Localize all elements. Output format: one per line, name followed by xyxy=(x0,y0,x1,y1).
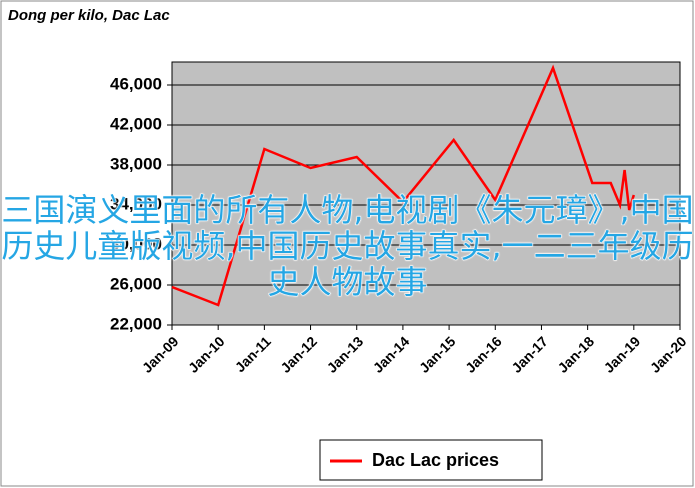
y-tick-label: 22,000 xyxy=(110,314,162,333)
overlay-text: 三国演义里面的所有人物,电视剧《朱元璋》,中国历史儿童版视频,中国历史故事真实,… xyxy=(1,191,694,301)
y-tick-label: 34,000 xyxy=(110,194,162,213)
y-tick-label: 42,000 xyxy=(110,114,162,133)
legend: Dac Lac prices xyxy=(319,439,543,481)
y-tick-label: 26,000 xyxy=(110,274,162,293)
chart-title: Dong per kilo, Dac Lac xyxy=(8,7,170,24)
y-tick-label: 46,000 xyxy=(110,74,162,93)
legend-label: Dac Lac prices xyxy=(372,450,499,470)
plot-area xyxy=(171,61,681,326)
y-tick-label: 38,000 xyxy=(110,154,162,173)
data-line xyxy=(171,64,636,307)
y-tick-label: 30,000 xyxy=(110,234,162,253)
